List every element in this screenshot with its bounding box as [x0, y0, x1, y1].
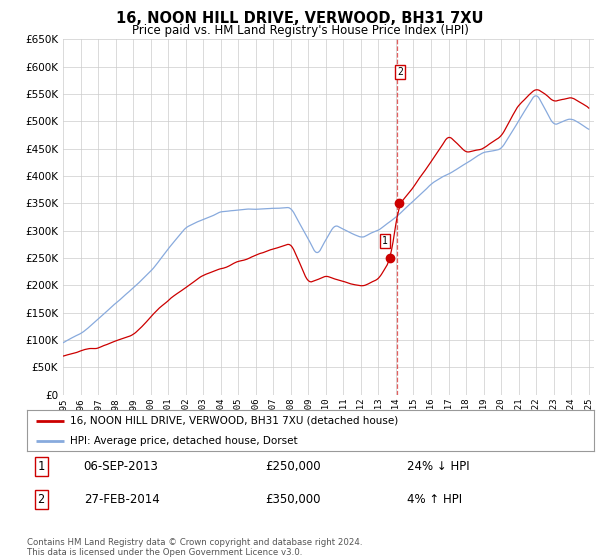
Text: 16, NOON HILL DRIVE, VERWOOD, BH31 7XU: 16, NOON HILL DRIVE, VERWOOD, BH31 7XU	[116, 11, 484, 26]
Text: 1: 1	[382, 236, 388, 246]
Text: 2: 2	[38, 493, 45, 506]
Text: 1: 1	[38, 460, 45, 473]
Text: 16, NOON HILL DRIVE, VERWOOD, BH31 7XU (detached house): 16, NOON HILL DRIVE, VERWOOD, BH31 7XU (…	[70, 416, 398, 426]
Text: 27-FEB-2014: 27-FEB-2014	[84, 493, 160, 506]
Text: £250,000: £250,000	[265, 460, 321, 473]
Text: Contains HM Land Registry data © Crown copyright and database right 2024.
This d: Contains HM Land Registry data © Crown c…	[27, 538, 362, 557]
Text: 4% ↑ HPI: 4% ↑ HPI	[407, 493, 462, 506]
Text: 24% ↓ HPI: 24% ↓ HPI	[407, 460, 470, 473]
Text: £350,000: £350,000	[265, 493, 320, 506]
Text: Price paid vs. HM Land Registry's House Price Index (HPI): Price paid vs. HM Land Registry's House …	[131, 24, 469, 36]
Text: 2: 2	[397, 67, 403, 77]
Text: 06-SEP-2013: 06-SEP-2013	[84, 460, 158, 473]
Text: HPI: Average price, detached house, Dorset: HPI: Average price, detached house, Dors…	[70, 436, 297, 446]
